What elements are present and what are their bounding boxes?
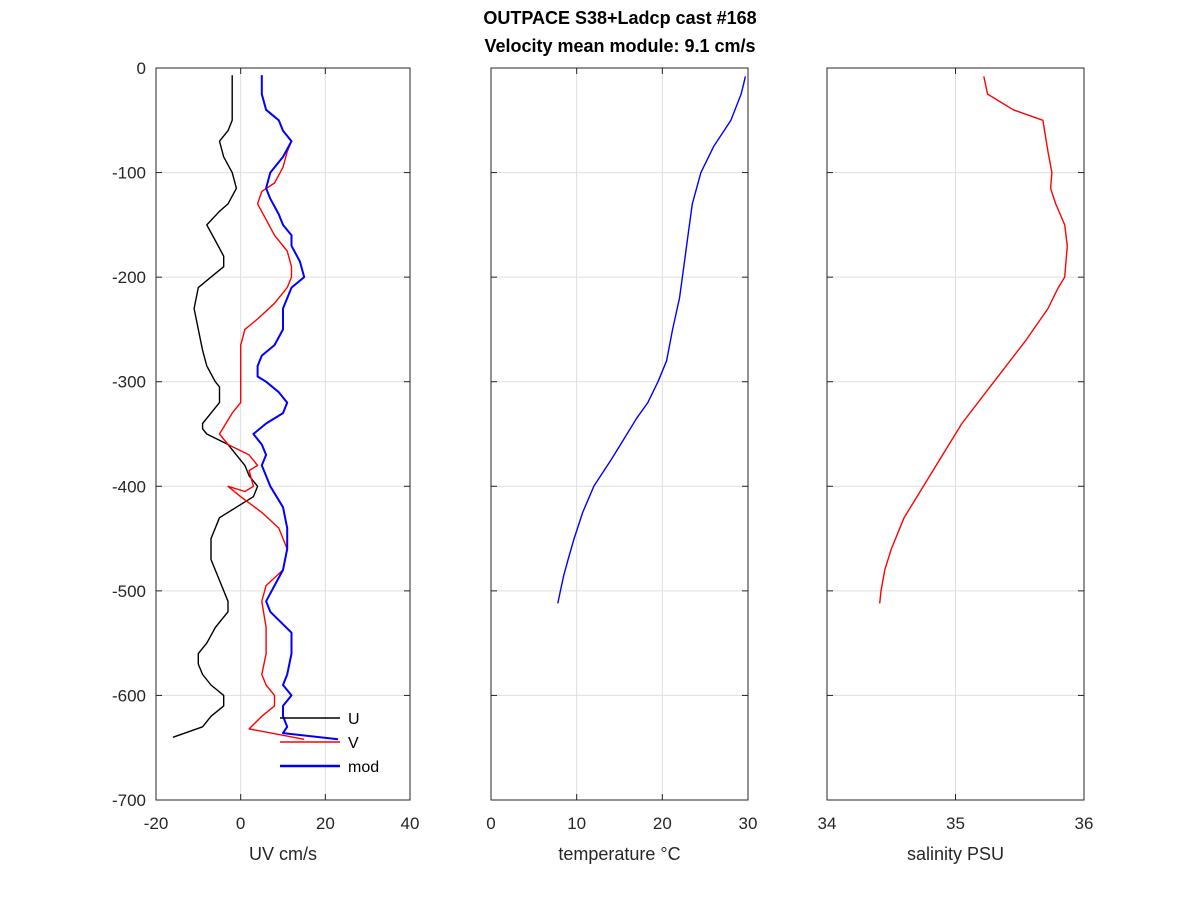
uv-axes-box: [155, 67, 411, 801]
temperature-xtick-label: 20: [653, 814, 672, 833]
uv-xtick-label: 0: [236, 814, 245, 833]
legend-v-label: V: [348, 735, 359, 752]
salinity-xtick-label: 36: [1075, 814, 1094, 833]
salinity-series-profile-line: [879, 76, 1069, 604]
uv-panel: -20 0 20 400-100-200-300-400-500-600-700UV …: [112, 59, 419, 864]
salinity-xtick-label: 34: [818, 814, 837, 833]
legend-u-label: U: [348, 711, 360, 728]
uv-ytick-label: -200: [112, 268, 146, 287]
uv-ytick-label: -500: [112, 582, 146, 601]
salinity-panel: 34 35 36 salinity PSU: [818, 67, 1094, 864]
temperature-axes-box: [490, 67, 749, 801]
temperature-panel: 0 10 20 30 temperature °C: [486, 67, 758, 864]
uv-series-u-line: [172, 75, 259, 738]
figure-title-line2: Velocity mean module: 9.1 cm/s: [484, 36, 755, 56]
uv-ytick-label: -100: [112, 164, 146, 183]
uv-x-axis-label: UV cm/s: [249, 844, 317, 864]
uv-ytick-label: -600: [112, 686, 146, 705]
uv-ytick-label: -300: [112, 373, 146, 392]
temperature-xtick-label: 0: [486, 814, 495, 833]
uv-xtick-label: 40: [401, 814, 420, 833]
uv-xtick-label: -20: [144, 814, 169, 833]
uv-xtick-label: 20: [316, 814, 335, 833]
legend-mod-label: mod: [348, 759, 379, 776]
uv-series-mod-line: [252, 75, 339, 741]
temperature-xtick-label: 10: [567, 814, 586, 833]
plot-panels: -20 0 20 400-100-200-300-400-500-600-700UV …: [112, 59, 1093, 864]
temperature-xtick-label: 30: [739, 814, 758, 833]
salinity-xtick-label: 35: [946, 814, 965, 833]
salinity-x-axis-label: salinity PSU: [907, 844, 1004, 864]
figure-title-line1: OUTPACE S38+Ladcp cast #168: [483, 8, 756, 28]
uv-ytick-label: -700: [112, 791, 146, 810]
uv-ytick-label: 0: [137, 59, 146, 78]
temperature-series-profile-line: [557, 76, 747, 604]
uv-series-v-line: [218, 75, 305, 740]
temperature-x-axis-label: temperature °C: [558, 844, 680, 864]
uv-ytick-label: -400: [112, 477, 146, 496]
